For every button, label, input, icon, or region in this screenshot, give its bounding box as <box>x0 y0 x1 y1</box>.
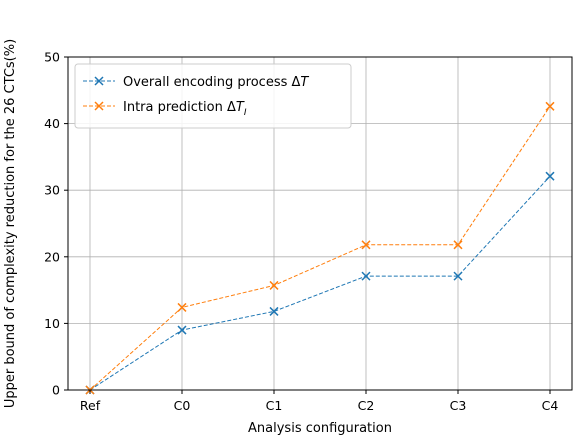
x-axis-ticks: Ref C0 C1 C2 C3 C4 <box>80 390 558 413</box>
legend-label: Intra prediction ΔTI <box>123 100 247 118</box>
data-point <box>361 240 371 250</box>
x-tick-label: C0 <box>174 398 191 413</box>
data-point <box>177 325 187 335</box>
plot-area-frame <box>67 56 573 391</box>
series-line <box>89 175 551 391</box>
series-line <box>89 106 551 391</box>
series-layer <box>85 101 555 395</box>
legend-marker <box>94 76 104 86</box>
legend-box <box>74 63 352 129</box>
data-point <box>269 306 279 316</box>
legend-label: Overall encoding process ΔT <box>123 75 309 90</box>
x-tick-label: C2 <box>358 398 375 413</box>
data-point <box>177 302 187 312</box>
y-tick-label: 40 <box>44 116 60 131</box>
data-point <box>545 101 555 111</box>
legend-marker <box>94 101 104 111</box>
y-tick-label: 50 <box>44 50 60 65</box>
x-tick-label: C1 <box>266 398 283 413</box>
y-axis-label: Upper bound of complexity reduction for … <box>3 39 18 408</box>
data-point <box>269 280 279 290</box>
y-tick-label: 20 <box>44 249 60 264</box>
y-tick-label: 10 <box>44 316 60 331</box>
y-tick-label: 0 <box>52 383 60 398</box>
y-axis-ticks: 0 10 20 30 40 50 <box>44 50 68 398</box>
data-point <box>453 271 463 281</box>
data-point <box>361 271 371 281</box>
data-point <box>453 240 463 250</box>
x-tick-label: C3 <box>450 398 467 413</box>
x-tick-label: C4 <box>542 398 559 413</box>
legend-entry: Intra prediction ΔTI <box>83 100 247 118</box>
y-tick-label: 30 <box>44 183 60 198</box>
x-axis-label: Analysis configuration <box>248 421 392 436</box>
x-tick-label: Ref <box>80 398 101 413</box>
data-point <box>545 171 555 181</box>
legend: Overall encoding process ΔT Intra predict… <box>74 63 352 129</box>
legend-entry: Overall encoding process ΔT <box>83 75 309 90</box>
